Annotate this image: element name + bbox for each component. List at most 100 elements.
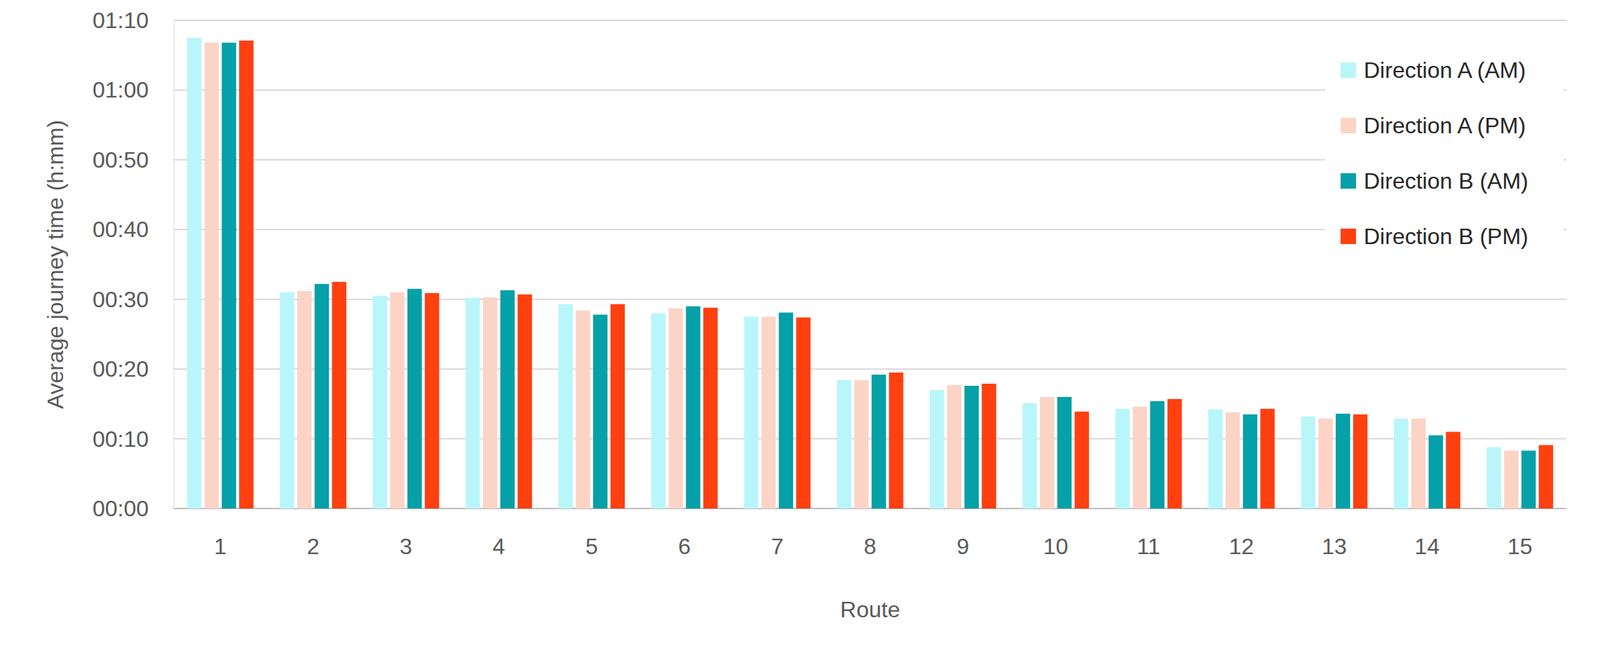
legend-swatch	[1340, 228, 1357, 244]
bar	[389, 292, 405, 509]
bar	[1208, 409, 1223, 509]
x-tick-label: 4	[492, 533, 506, 559]
y-tick-label: 00:50	[92, 147, 149, 173]
bar	[778, 312, 794, 509]
bar	[795, 317, 811, 509]
x-tick-label: 11	[1137, 533, 1161, 559]
y-tick-label: 00:40	[92, 216, 149, 242]
bar	[947, 384, 962, 509]
x-tick-label: 8	[863, 533, 877, 559]
bar	[1167, 398, 1183, 509]
bar	[1133, 406, 1148, 509]
legend-label: Direction A (PM)	[1363, 112, 1526, 139]
bar	[929, 389, 945, 509]
bar	[483, 297, 498, 509]
legend-swatch	[1340, 173, 1357, 189]
bar	[465, 297, 481, 509]
grid-line	[173, 19, 1567, 22]
chart: 00:00 00:10 00:20 00:30 00:40 00:50 01:00 01:10…	[0, 0, 1600, 646]
bar	[373, 295, 388, 509]
bar	[743, 316, 759, 509]
bar	[558, 304, 573, 509]
x-tick-label: 7	[771, 533, 784, 559]
bar	[1301, 416, 1317, 509]
bar	[407, 288, 423, 509]
y-tick-label: 00:30	[92, 286, 149, 313]
bar	[1039, 396, 1055, 509]
bar	[593, 314, 608, 509]
bar	[837, 380, 852, 509]
bar	[1503, 450, 1519, 509]
y-tick-label: 01:10	[92, 7, 149, 33]
bar	[1393, 418, 1409, 509]
bar	[1411, 418, 1427, 509]
y-tick-label: 00:20	[92, 356, 149, 382]
x-tick-label: 10	[1043, 533, 1069, 559]
bar	[517, 294, 533, 509]
bar	[314, 283, 330, 509]
bar	[1353, 414, 1368, 509]
bar	[204, 42, 220, 509]
bar	[297, 290, 313, 509]
x-tick-label: 1	[213, 533, 227, 559]
bar	[1318, 418, 1333, 509]
bar	[651, 313, 667, 509]
legend-label: Direction B (PM)	[1363, 223, 1529, 249]
bar	[1486, 447, 1502, 509]
y-tick-label: 01:00	[92, 77, 149, 103]
bar	[668, 308, 684, 509]
bar	[685, 306, 701, 509]
bar	[761, 316, 777, 509]
bar	[1243, 414, 1258, 509]
x-tick-label: 15	[1507, 533, 1533, 559]
bar	[871, 374, 887, 509]
grid	[173, 20, 1567, 509]
bar	[331, 281, 347, 509]
y-tick-label: 00:00	[92, 495, 149, 521]
bar	[853, 380, 869, 509]
legend-swatch	[1340, 62, 1357, 78]
bar	[279, 292, 295, 509]
x-tick-labels: 123456789101112131415	[213, 533, 1532, 559]
bar	[1445, 431, 1461, 509]
bar	[187, 37, 202, 509]
bar	[239, 40, 254, 509]
bar	[964, 385, 980, 509]
bar	[703, 307, 718, 509]
bar	[1149, 401, 1165, 509]
bar	[1539, 445, 1554, 509]
bar	[221, 42, 237, 509]
bar	[1225, 412, 1241, 509]
x-tick-label: 6	[678, 533, 691, 559]
y-axis-title: Average journey time (h:mm)	[42, 119, 69, 409]
legend-label: Direction A (AM)	[1363, 57, 1526, 83]
bar	[1335, 413, 1351, 509]
x-tick-label: 14	[1414, 533, 1441, 559]
bar	[981, 383, 997, 509]
legend-swatch	[1340, 117, 1357, 134]
y-tick-label: 00:10	[92, 426, 149, 452]
bar	[575, 310, 591, 509]
bar	[610, 304, 626, 509]
x-tick-label: 12	[1229, 533, 1255, 559]
legend-background	[1325, 49, 1564, 285]
bar	[1022, 403, 1037, 509]
x-axis-title: Route	[839, 596, 900, 622]
legend: Direction A (AM) Direction A (PM) Directio…	[1325, 49, 1564, 285]
bar	[1115, 408, 1131, 509]
bar	[1521, 450, 1537, 509]
bar	[889, 372, 904, 509]
x-tick-label: 9	[957, 533, 970, 559]
legend-label: Direction B (AM)	[1363, 168, 1529, 194]
x-tick-label: 3	[399, 533, 413, 559]
bar	[1428, 435, 1444, 509]
x-tick-label: 2	[307, 533, 320, 559]
bar	[500, 290, 516, 509]
y-axis-line	[173, 20, 175, 509]
y-tick-labels: 00:00 00:10 00:20 00:30 00:40 00:50 01:00 01:10	[92, 7, 149, 521]
x-tick-label: 5	[585, 533, 599, 559]
x-tick-label: 13	[1321, 533, 1347, 559]
bar	[424, 293, 440, 509]
bar	[1057, 396, 1073, 509]
bar	[1074, 411, 1090, 509]
